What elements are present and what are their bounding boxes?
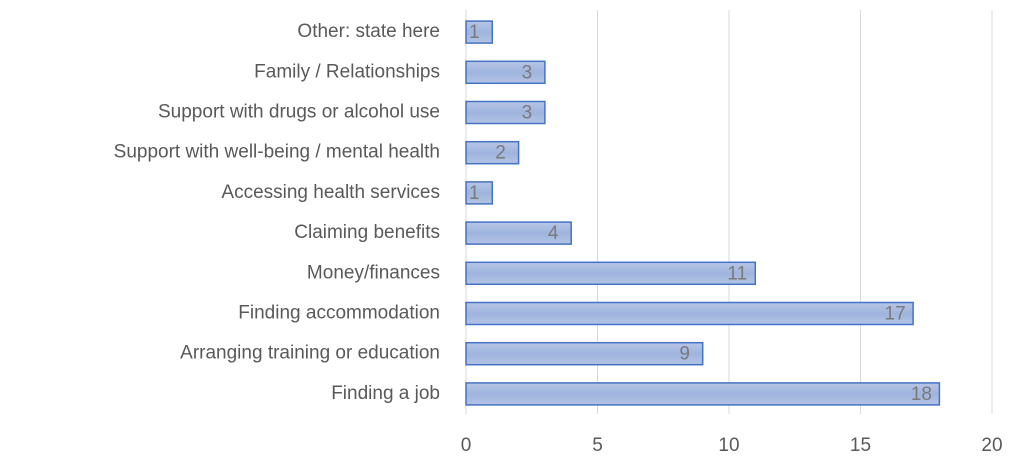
value-label: 9 <box>679 344 690 365</box>
bar <box>465 100 546 125</box>
bar <box>465 382 941 406</box>
y-tick-label: Accessing health services <box>221 182 440 203</box>
value-label: 1 <box>469 183 480 204</box>
y-tick-label: Support with drugs or alcohol use <box>158 102 440 123</box>
bar <box>465 261 757 286</box>
x-tick-label: 20 <box>981 435 1002 456</box>
y-tick-label: Other: state here <box>297 21 440 42</box>
bar <box>465 20 494 44</box>
value-label: 3 <box>522 103 533 124</box>
bar <box>465 181 494 205</box>
value-label: 4 <box>548 223 559 244</box>
x-tick-label: 10 <box>718 435 739 456</box>
y-tick-label: Finding accommodation <box>238 303 440 324</box>
value-label: 17 <box>885 304 906 325</box>
y-tick-label: Support with well-being / mental health <box>114 142 440 163</box>
bar <box>465 221 572 245</box>
value-label: 18 <box>911 384 932 405</box>
y-tick-label: Arranging training or education <box>180 343 440 364</box>
x-tick-label: 5 <box>592 435 603 456</box>
x-tick-label: 0 <box>461 435 472 456</box>
value-label: 3 <box>522 62 533 83</box>
y-tick-label: Family / Relationships <box>254 61 440 82</box>
x-tick-label: 15 <box>850 435 871 456</box>
bar <box>465 341 704 366</box>
value-label: 11 <box>727 263 747 284</box>
y-tick-label: Claiming benefits <box>294 222 440 243</box>
y-tick-label: Money/finances <box>307 262 440 283</box>
value-label: 2 <box>495 143 506 164</box>
y-tick-label: Finding a job <box>331 383 440 404</box>
bar <box>465 301 914 326</box>
bar <box>465 60 546 85</box>
bar <box>465 140 520 165</box>
value-label: 1 <box>469 22 480 43</box>
